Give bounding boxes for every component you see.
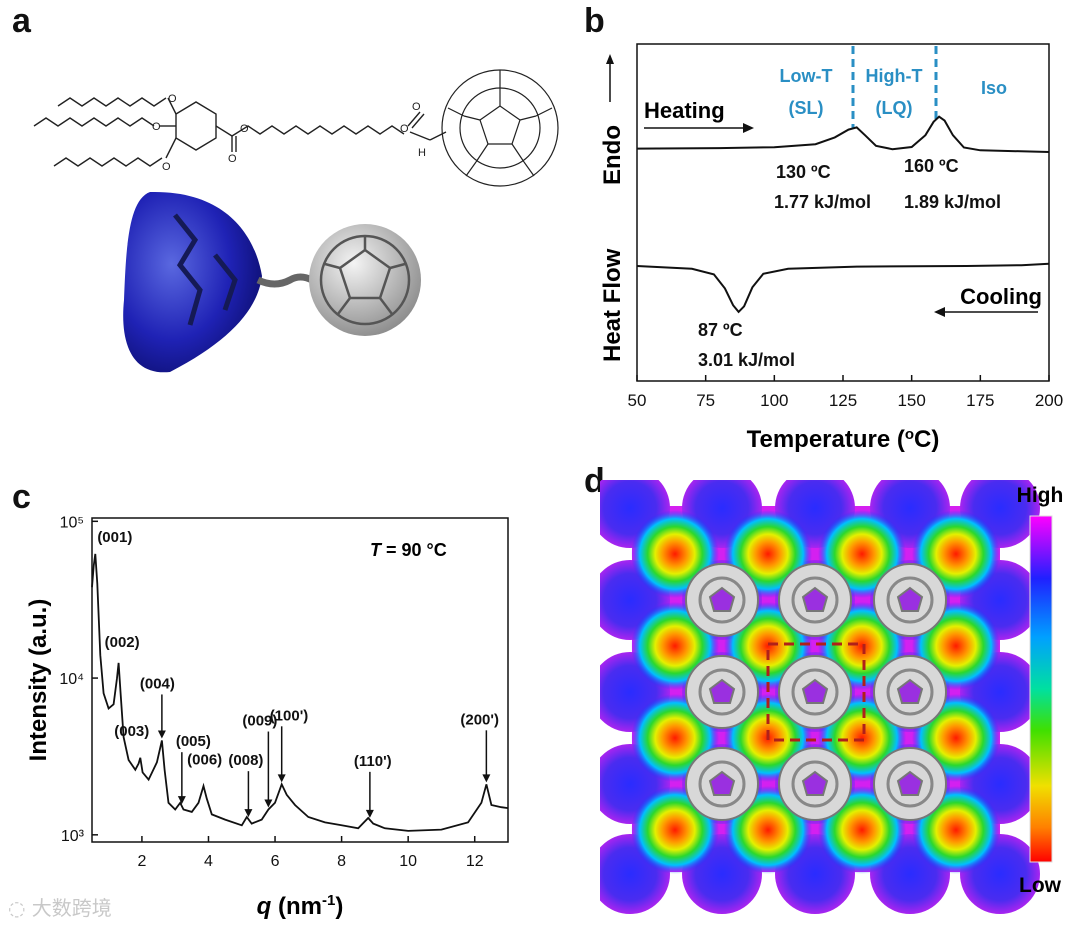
- c60-icon: [685, 563, 759, 637]
- peak-arrowhead: [277, 774, 286, 783]
- peak-enthalpy-87: 3.01 kJ/mol: [698, 350, 795, 370]
- cooling-curve: [636, 262, 1050, 314]
- x-tick-label: 8: [337, 853, 346, 870]
- c60-icon: [685, 747, 759, 821]
- x-tick-label: 12: [466, 853, 484, 870]
- phase-label-low-t: Low-T: [780, 66, 833, 86]
- heating-label: Heating: [644, 98, 725, 123]
- peak-label: (110'): [354, 753, 392, 770]
- panel-letter-a: a: [12, 2, 31, 40]
- peak-label: (200'): [460, 711, 499, 728]
- x-tick-label: 4: [204, 853, 213, 870]
- y-axis-label-bottom: Heat Flow: [599, 248, 626, 362]
- x-tick-label: 150: [897, 391, 925, 410]
- peak-temp-160: 160 ºC: [904, 156, 959, 176]
- peak-label: (005): [176, 733, 211, 750]
- peak-temp-87: 87 ºC: [698, 320, 743, 340]
- c60-line-drawing: [441, 69, 559, 187]
- phase-label-sl: (SL): [789, 98, 824, 118]
- panel-letter-c: c: [12, 478, 31, 516]
- peak-label: (009): [242, 713, 277, 730]
- svg-text:O: O: [412, 101, 421, 113]
- peak-enthalpy-160: 1.89 kJ/mol: [904, 192, 1001, 212]
- colorbar-low-label: Low: [1019, 874, 1062, 897]
- peak-label: (006): [187, 751, 222, 768]
- temperature-annotation: T = 90 °C: [370, 540, 447, 560]
- c60-icon: [873, 563, 947, 637]
- peak-arrowhead: [365, 809, 374, 818]
- phase-label-high-t: High-T: [866, 66, 923, 86]
- panel-c-saxs-chart: 2 4 6 8 10 12 10³ 10⁴ 10⁵ Intensity (a.u.) q (nm…: [25, 514, 509, 920]
- x-tick-label: 200: [1035, 391, 1063, 410]
- peak-arrowhead: [244, 809, 253, 818]
- x-tick-label: 6: [271, 853, 280, 870]
- x-tick-label: 175: [966, 391, 994, 410]
- colorbar: [1029, 515, 1053, 863]
- svg-text:O: O: [168, 93, 177, 105]
- peak-arrowhead: [482, 774, 491, 783]
- svg-text:O: O: [240, 123, 249, 135]
- svg-text:O: O: [400, 123, 409, 135]
- panel-letter-b: b: [584, 2, 605, 40]
- c60-icon: [873, 655, 947, 729]
- c60-icon: [873, 747, 947, 821]
- x-axis-label: Temperature (oC): [747, 426, 940, 453]
- panel-b-dsc-chart: 50 75 100 125 150 175 200 Temperature (oC) End…: [599, 43, 1063, 453]
- x-tick-label: 125: [829, 391, 857, 410]
- saxs-curve: [91, 553, 509, 832]
- y-tick-label: 10⁴: [59, 671, 84, 688]
- colorbar-high-label: High: [1017, 484, 1064, 507]
- unit-cell-box: [766, 642, 866, 742]
- peak-label: (001): [97, 529, 132, 546]
- x-tick-label: 10: [399, 853, 417, 870]
- peak-label: (004): [140, 675, 175, 692]
- heating-curve: [636, 115, 1050, 153]
- c60-icon: [685, 655, 759, 729]
- peak-arrowhead: [264, 799, 273, 808]
- phase-label-lq: (LQ): [876, 98, 913, 118]
- peak-label: (100'): [270, 707, 309, 724]
- peak-arrowhead: [177, 796, 186, 805]
- y-axis-label: Intensity (a.u.): [25, 599, 52, 762]
- svg-text:O: O: [152, 121, 161, 133]
- cooling-label: Cooling: [960, 284, 1042, 309]
- x-tick-label: 2: [137, 853, 146, 870]
- svg-text:H: H: [418, 147, 426, 159]
- chemical-structure: [33, 97, 447, 167]
- x-axis-label: q (nm-1): [257, 892, 344, 920]
- c60-icon: [778, 563, 852, 637]
- panel-a-molecule: OOO OO O OH: [33, 69, 559, 373]
- peak-temp-130: 130 ºC: [776, 162, 831, 182]
- c60-ball: [309, 224, 421, 336]
- plot-frame: [91, 517, 509, 843]
- phase-label-iso: Iso: [981, 78, 1007, 98]
- y-tick-label: 10³: [61, 828, 85, 845]
- c60-icon: [778, 655, 852, 729]
- peak-label: (008): [228, 752, 263, 769]
- x-tick-label: 50: [628, 391, 647, 410]
- x-tick-label: 75: [696, 391, 715, 410]
- peak-label: (002): [105, 634, 140, 651]
- x-tick-label: 100: [760, 391, 788, 410]
- c60-icon: [778, 747, 852, 821]
- svg-text:O: O: [162, 161, 171, 173]
- peak-enthalpy-130: 1.77 kJ/mol: [774, 192, 871, 212]
- watermark: ◌ 大数跨境: [8, 896, 112, 920]
- y-tick-label: 10⁵: [60, 514, 84, 531]
- panel-d-density-map: High Low: [600, 480, 1064, 914]
- peak-label: (003): [114, 723, 149, 740]
- peak-arrowhead: [157, 730, 166, 739]
- y-axis-label-top: Endo: [599, 125, 626, 185]
- svg-text:O: O: [228, 153, 237, 165]
